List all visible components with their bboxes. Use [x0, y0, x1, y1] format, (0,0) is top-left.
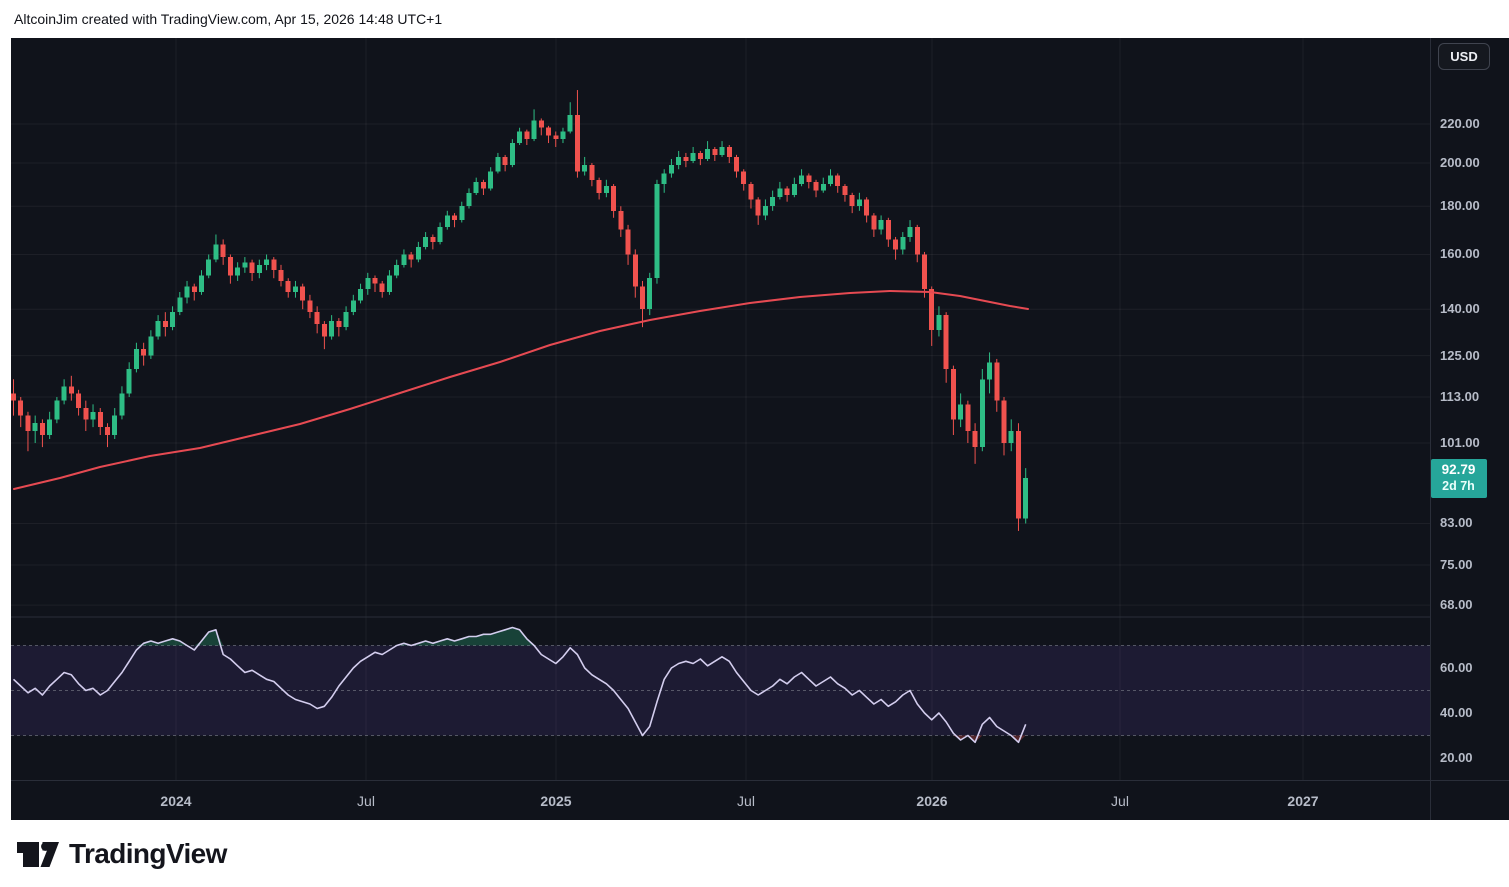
time-tick-label: Jul — [357, 792, 375, 809]
price-tick-label: 101.00 — [1440, 435, 1480, 451]
price-axis[interactable]: 220.00 200.00 180.00 160.00 140.00 125.00 113.… — [1430, 38, 1509, 820]
price-tick-label: 125.00 — [1440, 347, 1480, 363]
price-tick-label: 75.00 — [1440, 556, 1473, 572]
attribution-text: AltcoinJim created with TradingView.com,… — [0, 0, 1509, 38]
price-tick-label: 113.00 — [1440, 389, 1480, 405]
tradingview-logo[interactable]: TradingView — [16, 836, 227, 872]
chart-canvas[interactable] — [11, 38, 1509, 820]
time-tick-label: Jul — [1111, 792, 1129, 809]
bar-countdown: 2d 7h — [1442, 478, 1475, 493]
last-price-badge: 92.79 2d 7h — [1430, 458, 1487, 498]
price-tick-label: 40.00 — [1440, 705, 1473, 720]
price-tick-label: 160.00 — [1440, 246, 1480, 262]
chart-container[interactable]: 220.00 200.00 180.00 160.00 140.00 125.00 113.… — [11, 38, 1509, 820]
last-price-value: 92.79 — [1441, 461, 1476, 477]
time-tick-label: 2024 — [160, 792, 192, 809]
footer: TradingView — [0, 820, 1509, 887]
time-tick-label: 2026 — [916, 792, 948, 809]
time-tick-label: 2027 — [1287, 792, 1319, 809]
tradingview-logo-icon — [17, 841, 59, 867]
price-tick-label: 83.00 — [1440, 515, 1473, 531]
price-tick-label: 200.00 — [1440, 155, 1480, 171]
currency-toggle-button[interactable]: USD — [1438, 43, 1490, 70]
price-tick-label: 68.00 — [1440, 597, 1473, 613]
time-axis[interactable]: 2024 Jul 2025 Jul 2026 Jul 2027 — [11, 780, 1509, 820]
price-tick-label: 220.00 — [1440, 115, 1480, 131]
price-tick-label: 20.00 — [1440, 750, 1473, 765]
price-tick-label: 180.00 — [1440, 198, 1480, 214]
price-tick-label: 60.00 — [1440, 660, 1473, 675]
time-tick-label: Jul — [737, 792, 755, 809]
time-tick-label: 2025 — [540, 792, 572, 809]
price-tick-label: 140.00 — [1440, 301, 1480, 317]
tradingview-wordmark: TradingView — [69, 837, 227, 869]
